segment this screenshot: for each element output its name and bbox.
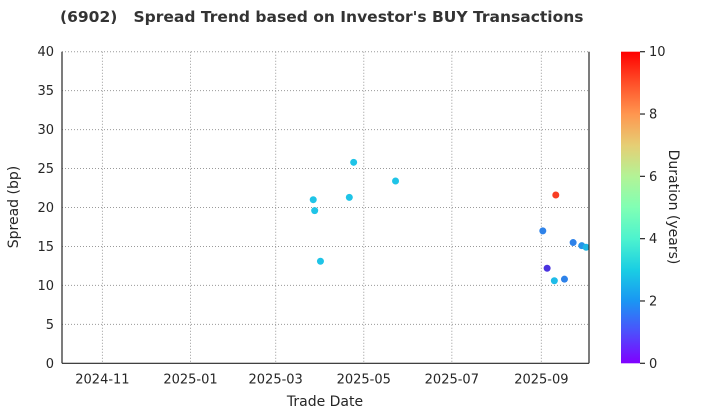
data-point <box>311 207 319 215</box>
data-point <box>539 227 547 235</box>
y-tick-label: 25 <box>37 162 54 177</box>
data-point <box>392 177 400 185</box>
data-point <box>569 239 577 247</box>
x-tick-label: 2025-03 <box>249 372 303 387</box>
x-tick-label: 2025-05 <box>337 372 391 387</box>
y-tick-label: 35 <box>37 84 54 99</box>
y-tick-label: 0 <box>46 357 54 372</box>
data-point <box>350 158 358 166</box>
colorbar-tick-label: 0 <box>649 357 657 372</box>
data-point <box>345 193 353 201</box>
x-tick-label: 2024-11 <box>75 372 129 387</box>
data-point <box>309 196 317 204</box>
chart-title: (6902) Spread Trend based on Investor's … <box>60 8 584 26</box>
y-tick-label: 20 <box>37 201 54 216</box>
y-tick-label: 40 <box>37 45 54 60</box>
colorbar-label: Duration (years) <box>665 149 681 265</box>
colorbar-gradient <box>621 51 640 364</box>
colorbar-tick-label: 10 <box>649 45 666 60</box>
x-tick-label: 2025-09 <box>514 372 568 387</box>
data-point <box>316 257 324 265</box>
x-tick-label: 2025-07 <box>425 372 479 387</box>
data-point <box>550 277 558 285</box>
y-tick-label: 5 <box>46 318 54 333</box>
x-axis-label: Trade Date <box>286 394 364 410</box>
y-tick-label: 15 <box>37 240 54 255</box>
x-tick-label: 2025-01 <box>163 372 217 387</box>
colorbar-tick-label: 8 <box>649 108 657 123</box>
y-tick-label: 30 <box>37 123 54 138</box>
y-tick-label: 10 <box>37 279 54 294</box>
y-axis-label: Spread (bp) <box>6 165 22 249</box>
data-point <box>552 191 560 199</box>
colorbar-tick-label: 6 <box>649 170 657 185</box>
colorbar-tick-label: 2 <box>649 294 657 309</box>
data-point <box>582 243 590 251</box>
colorbar-tick-label: 4 <box>649 232 657 247</box>
data-point <box>560 275 568 283</box>
data-point <box>543 264 551 272</box>
